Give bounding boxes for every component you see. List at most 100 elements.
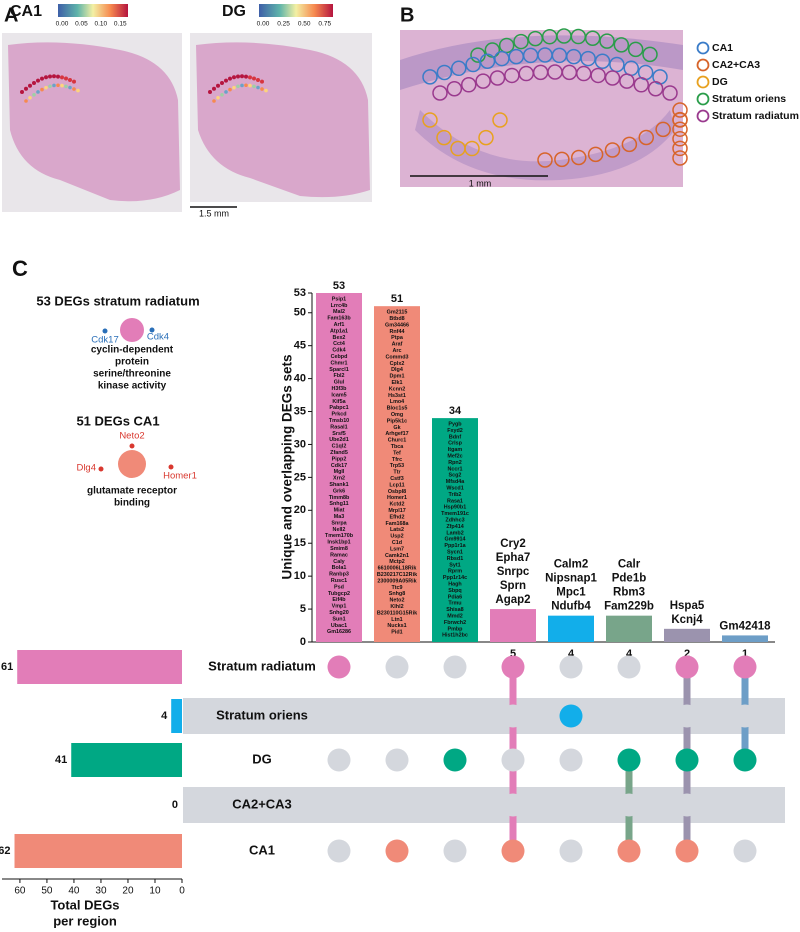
member-dot	[675, 839, 699, 863]
gene-node	[168, 464, 174, 470]
gene-label: Snrpc	[497, 566, 530, 578]
spot	[252, 84, 256, 89]
legend-label: CA2+CA3	[712, 59, 760, 71]
gene-label: Dpm1	[390, 374, 405, 380]
roi-spot	[672, 102, 688, 118]
gene-label: Nccr1	[448, 466, 463, 472]
gene-label: Hsp90b1	[444, 505, 466, 511]
gene-label: Gk	[393, 425, 400, 431]
roi-spot	[619, 73, 635, 89]
legend-label: Stratum radiatum	[712, 110, 799, 122]
gene-label: Snhg8	[389, 591, 405, 597]
roi-spot	[662, 85, 678, 101]
x-tick-label: 30	[95, 886, 107, 897]
empty-dot	[733, 704, 757, 728]
colorbar	[259, 4, 333, 17]
gene-label: Lcp11	[389, 482, 404, 488]
colorbar-tick-label: 0.75	[318, 21, 331, 28]
empty-dot	[385, 748, 409, 772]
roi-spot	[647, 81, 664, 97]
y-tick-label: 5	[300, 603, 306, 615]
member-dot	[559, 704, 583, 728]
roi-spot	[672, 111, 688, 128]
roi-spot	[464, 140, 480, 157]
spot	[52, 74, 56, 79]
gene-label: Cdk4	[332, 348, 345, 354]
legend-label: CA1	[712, 42, 733, 54]
roi-spot	[633, 77, 649, 93]
gene-label: Kcnn2	[389, 386, 405, 392]
spot	[40, 87, 44, 92]
gene-label: Tbca	[391, 444, 405, 450]
spot	[44, 85, 48, 90]
colorbar-tick-label: 0.25	[277, 21, 290, 28]
y-tick-label: 40	[294, 373, 306, 385]
gene-label: Rbm3	[613, 587, 645, 599]
roi-spot	[627, 41, 644, 58]
gene-label: Cry2	[500, 538, 526, 550]
gene-label: Shisa8	[446, 607, 463, 613]
gene-label: Smim8	[330, 546, 348, 552]
go-term: cyclin-dependent	[91, 345, 174, 356]
gene-label: Rprm	[448, 569, 462, 575]
spot	[28, 83, 32, 88]
gene-label: Hagh	[448, 582, 461, 588]
roi-spot	[451, 60, 467, 77]
map-title: DG	[222, 3, 246, 20]
gene-label: C1d	[392, 540, 402, 546]
spot	[220, 80, 224, 85]
gene-label: Gm34466	[385, 322, 409, 328]
empty-dot	[559, 655, 583, 679]
roi-spot	[475, 73, 491, 89]
spot	[64, 84, 68, 89]
set-bar	[548, 615, 594, 642]
spot	[260, 87, 264, 91]
map-title: CA1	[10, 3, 42, 20]
gene-label: Pdia6	[448, 594, 462, 600]
gene-label: Nipsnap1	[545, 573, 597, 585]
roi-spot	[655, 121, 671, 138]
spot	[24, 86, 28, 91]
spot	[244, 74, 248, 79]
gene-label: Bex2	[333, 335, 346, 341]
gene-label: Ppp1r14c	[443, 575, 467, 581]
gene-label: Snrpa	[331, 520, 347, 526]
gene-label: Fam163b	[327, 316, 351, 322]
spot	[240, 83, 244, 88]
gene-label: Lrrc4b	[331, 303, 348, 309]
gene-label: Pip5k1c	[387, 418, 407, 424]
gene-label: Syt1	[449, 562, 460, 568]
go-term: serine/threonine	[93, 369, 171, 380]
spot	[232, 75, 236, 80]
gene-label: Hspa5	[670, 600, 705, 612]
gene-node-label: Dlg4	[76, 463, 96, 474]
gene-label: Mal2	[333, 309, 345, 315]
gene-label: Pygb	[448, 422, 462, 428]
gene-label: Hs3st1	[388, 393, 406, 399]
colorbar-tick-label: 0.15	[114, 21, 127, 28]
gene-label: Snhg20	[329, 610, 348, 616]
member-dot	[327, 655, 351, 679]
spot	[224, 78, 228, 83]
gene-label: Wscd1	[446, 486, 463, 492]
gene-label: Caly	[333, 559, 344, 565]
empty-dot	[385, 655, 409, 679]
spot	[44, 75, 48, 80]
gene-label: Epha7	[496, 552, 531, 564]
gene-label: C1ql2	[332, 444, 347, 450]
gene-label: Tmsb10	[329, 418, 349, 424]
gene-label: Kctd2	[390, 502, 405, 508]
gene-label: Ubac1	[331, 623, 347, 629]
empty-dot	[617, 704, 641, 728]
set-bar	[722, 635, 768, 642]
roi-spot	[584, 30, 601, 47]
gene-label: Shank1	[329, 482, 348, 488]
gene-label: Ranbp3	[329, 572, 349, 578]
member-dot	[675, 748, 699, 772]
gene-label: Osbpl8	[388, 489, 406, 495]
spot	[212, 99, 216, 103]
roi-spot	[479, 53, 496, 69]
x-tick-label: 0	[179, 886, 185, 897]
gene-label: Nell2	[333, 527, 346, 533]
spot	[260, 79, 264, 84]
